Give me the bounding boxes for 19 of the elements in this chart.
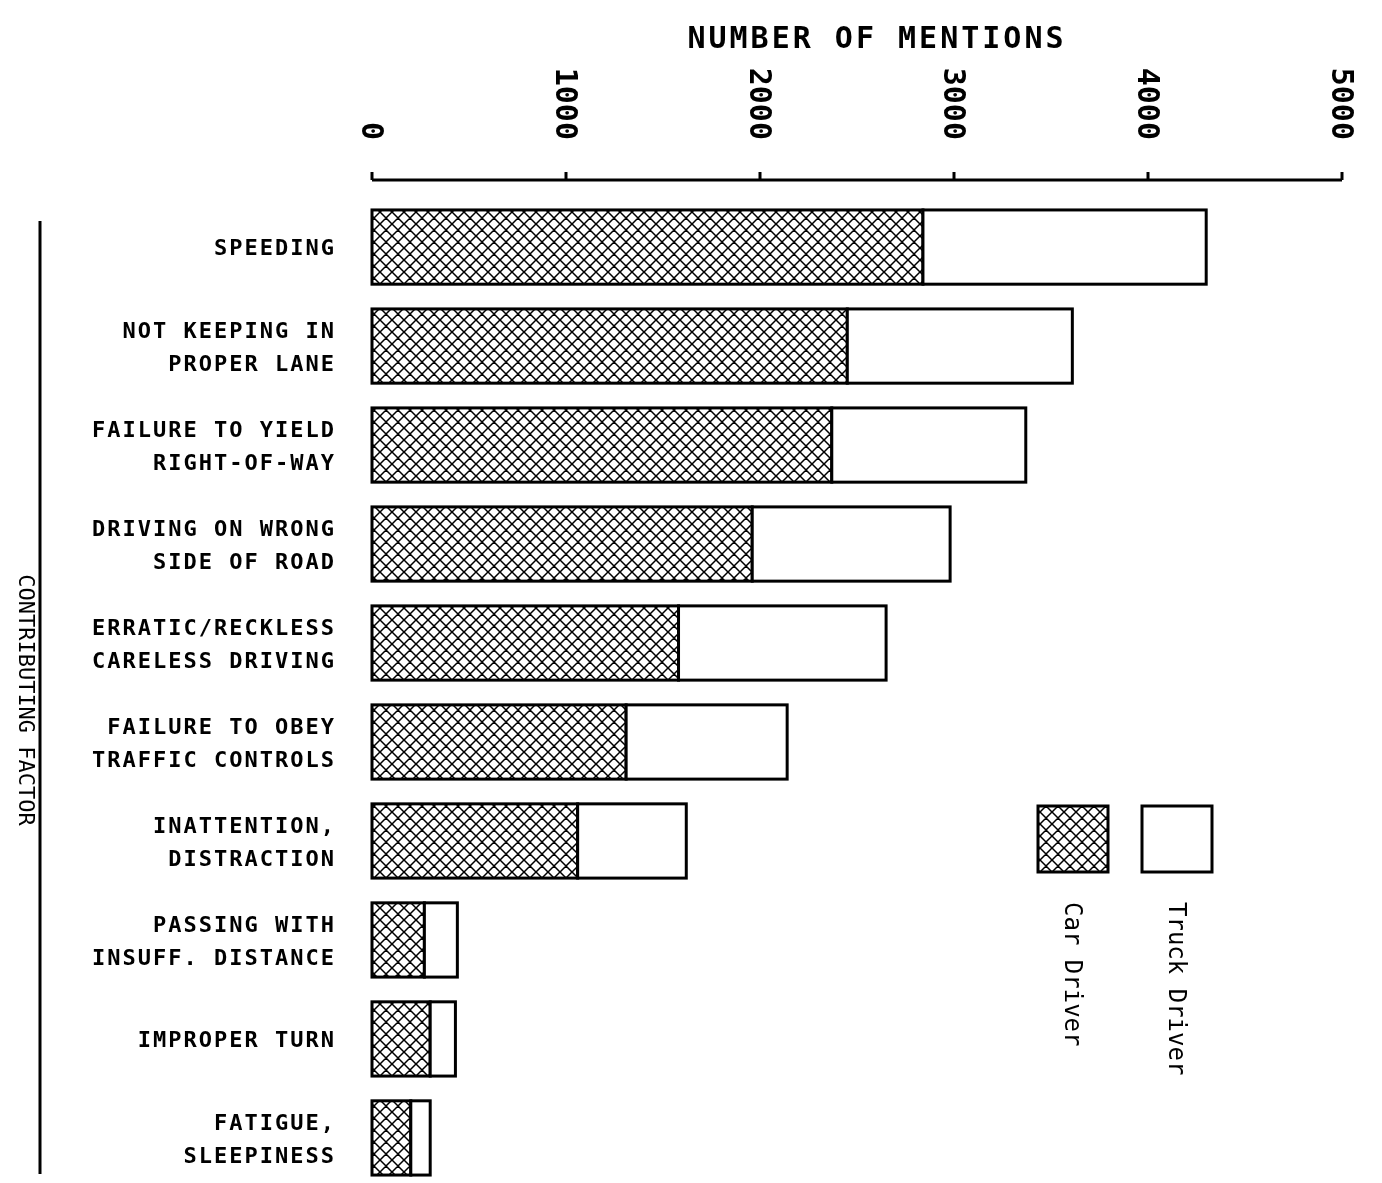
- y-tick-label: DRIVING ON WRONG SIDE OF ROAD: [92, 515, 336, 574]
- x-tick-label: 3000: [936, 67, 972, 140]
- y-tick-label: FATIGUE, SLEEPINESS: [183, 1109, 336, 1168]
- x-tick-label: 2000: [742, 67, 778, 140]
- y-tick-label: NOT KEEPING IN PROPER LANE: [122, 317, 336, 376]
- y-tick-label: IMPROPER TURN: [137, 1026, 336, 1052]
- x-tick-label: 4000: [1130, 67, 1166, 140]
- y-tick-label: FAILURE TO YIELD RIGHT-OF-WAY: [92, 416, 336, 475]
- legend: Car Driver Truck Driver: [1036, 804, 1214, 1076]
- x-tick-label: 0: [354, 121, 390, 140]
- y-tick-label: INATTENTION, DISTRACTION: [153, 812, 336, 871]
- x-axis-title: NUMBER OF MENTIONS: [687, 20, 1067, 55]
- y-tick-label: FAILURE TO OBEY TRAFFIC CONTROLS: [92, 713, 336, 772]
- x-tick-label: 5000: [1324, 67, 1360, 140]
- y-tick-label: ERRATIC/RECKLESS CARELESS DRIVING: [92, 614, 336, 673]
- y-tick-label: PASSING WITH INSUFF. DISTANCE: [92, 911, 336, 970]
- y-axis-title: CONTRIBUTING FACTOR: [13, 574, 39, 827]
- x-tick-label: 1000: [548, 67, 584, 140]
- y-tick-label: SPEEDING: [214, 234, 336, 260]
